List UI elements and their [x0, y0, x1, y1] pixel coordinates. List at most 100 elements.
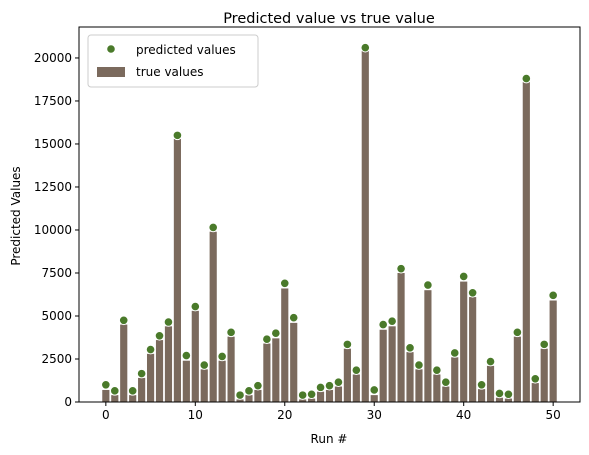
bar-true-value — [155, 340, 164, 402]
y-axis: 0 2500 5000 7500 10000 12500 15000 17500 20000 — [34, 51, 79, 409]
point-predicted-value — [512, 327, 523, 338]
x-tick-label: 50 — [546, 408, 561, 422]
point-predicted-value — [181, 350, 192, 361]
x-axis-label: Run # — [311, 432, 348, 446]
point-predicted-value — [279, 278, 290, 289]
y-tick-label: 2500 — [41, 352, 72, 366]
x-axis: 0 10 20 30 40 50 — [102, 402, 561, 422]
y-tick-label: 0 — [64, 395, 72, 409]
bar-true-value — [138, 377, 146, 402]
points-layer — [101, 42, 558, 400]
point-predicted-value — [414, 360, 424, 370]
bar-true-value — [299, 399, 307, 402]
point-predicted-value — [190, 301, 201, 312]
y-tick-label: 7500 — [41, 266, 72, 280]
bar-true-value — [451, 357, 459, 402]
point-predicted-value — [253, 380, 263, 391]
bar-true-value — [236, 399, 244, 402]
chart-title: Predicted value vs true value — [223, 11, 435, 27]
legend-marker-predicted — [106, 44, 116, 54]
bar-true-value — [164, 326, 173, 402]
bar-true-value — [173, 138, 181, 402]
legend-box — [87, 34, 259, 88]
bar-true-value — [513, 336, 521, 402]
bar-true-value — [522, 82, 530, 402]
x-tick-label: 40 — [456, 408, 471, 422]
bar-true-value — [495, 397, 504, 402]
bar-true-value — [531, 383, 539, 402]
bar-true-value — [343, 348, 351, 402]
x-tick-label: 10 — [188, 408, 203, 422]
x-tick-label: 20 — [277, 408, 292, 422]
point-predicted-value — [262, 334, 272, 345]
y-tick-label: 5000 — [41, 309, 72, 323]
bar-true-value — [460, 281, 468, 402]
x-tick-label: 0 — [102, 408, 110, 422]
point-predicted-value — [458, 271, 469, 282]
bar-true-value — [200, 369, 208, 402]
bar-true-value — [209, 231, 217, 402]
point-predicted-value — [109, 386, 120, 396]
legend: predicted values true values — [87, 34, 259, 88]
bar-true-value — [102, 389, 110, 402]
legend-label-true: true values — [136, 65, 203, 79]
point-predicted-value — [476, 379, 487, 390]
point-predicted-value — [217, 351, 227, 362]
point-predicted-value — [548, 290, 558, 301]
bar-true-value — [263, 343, 271, 402]
bar-true-value — [397, 272, 405, 402]
point-predicted-value — [396, 263, 406, 274]
point-predicted-value — [530, 373, 541, 384]
point-predicted-value — [449, 348, 460, 358]
bar-true-value — [182, 360, 190, 402]
bar-true-value — [352, 374, 360, 402]
bar-true-value — [325, 389, 334, 402]
point-predicted-value — [199, 360, 210, 370]
point-predicted-value — [342, 339, 353, 350]
point-predicted-value — [503, 389, 514, 400]
y-tick-label: 20000 — [34, 51, 72, 65]
y-tick-label: 12500 — [34, 180, 72, 194]
bar-true-value — [245, 395, 253, 402]
point-predicted-value — [405, 343, 415, 353]
bar-true-value — [111, 395, 119, 402]
point-predicted-value — [485, 356, 496, 367]
bars-layer — [102, 51, 557, 402]
point-predicted-value — [315, 382, 326, 393]
bar-true-value — [486, 365, 495, 402]
bar-true-value — [469, 297, 477, 402]
bar-true-value — [361, 51, 369, 402]
bar-true-value — [370, 395, 378, 402]
bar-true-value — [146, 353, 155, 402]
point-predicted-value — [145, 344, 156, 355]
bar-true-value — [442, 386, 450, 402]
y-tick-label: 10000 — [34, 223, 72, 237]
legend-swatch-true — [97, 67, 125, 77]
bar-true-value — [272, 338, 280, 402]
y-tick-label: 17500 — [34, 94, 72, 108]
bar-true-value — [415, 369, 423, 402]
bar-true-value — [191, 310, 199, 402]
bar-true-value — [334, 386, 343, 402]
point-predicted-value — [467, 287, 478, 298]
bar-true-value — [388, 326, 396, 402]
bar-true-value — [308, 398, 316, 402]
point-predicted-value — [136, 368, 147, 379]
bar-true-value — [424, 290, 432, 402]
y-tick-label: 15000 — [34, 137, 72, 151]
point-predicted-value — [441, 377, 451, 388]
x-tick-label: 30 — [367, 408, 382, 422]
point-predicted-value — [172, 130, 183, 141]
bar-true-value — [504, 398, 513, 402]
bar-true-value — [540, 348, 548, 402]
point-predicted-value — [494, 388, 505, 399]
point-predicted-value — [351, 365, 362, 375]
bar-true-value — [478, 389, 486, 402]
bar-true-value — [129, 395, 137, 402]
point-predicted-value — [369, 385, 380, 395]
point-predicted-value — [288, 312, 299, 323]
point-predicted-value — [387, 316, 397, 326]
point-predicted-value — [163, 317, 174, 327]
point-predicted-value — [297, 390, 308, 400]
